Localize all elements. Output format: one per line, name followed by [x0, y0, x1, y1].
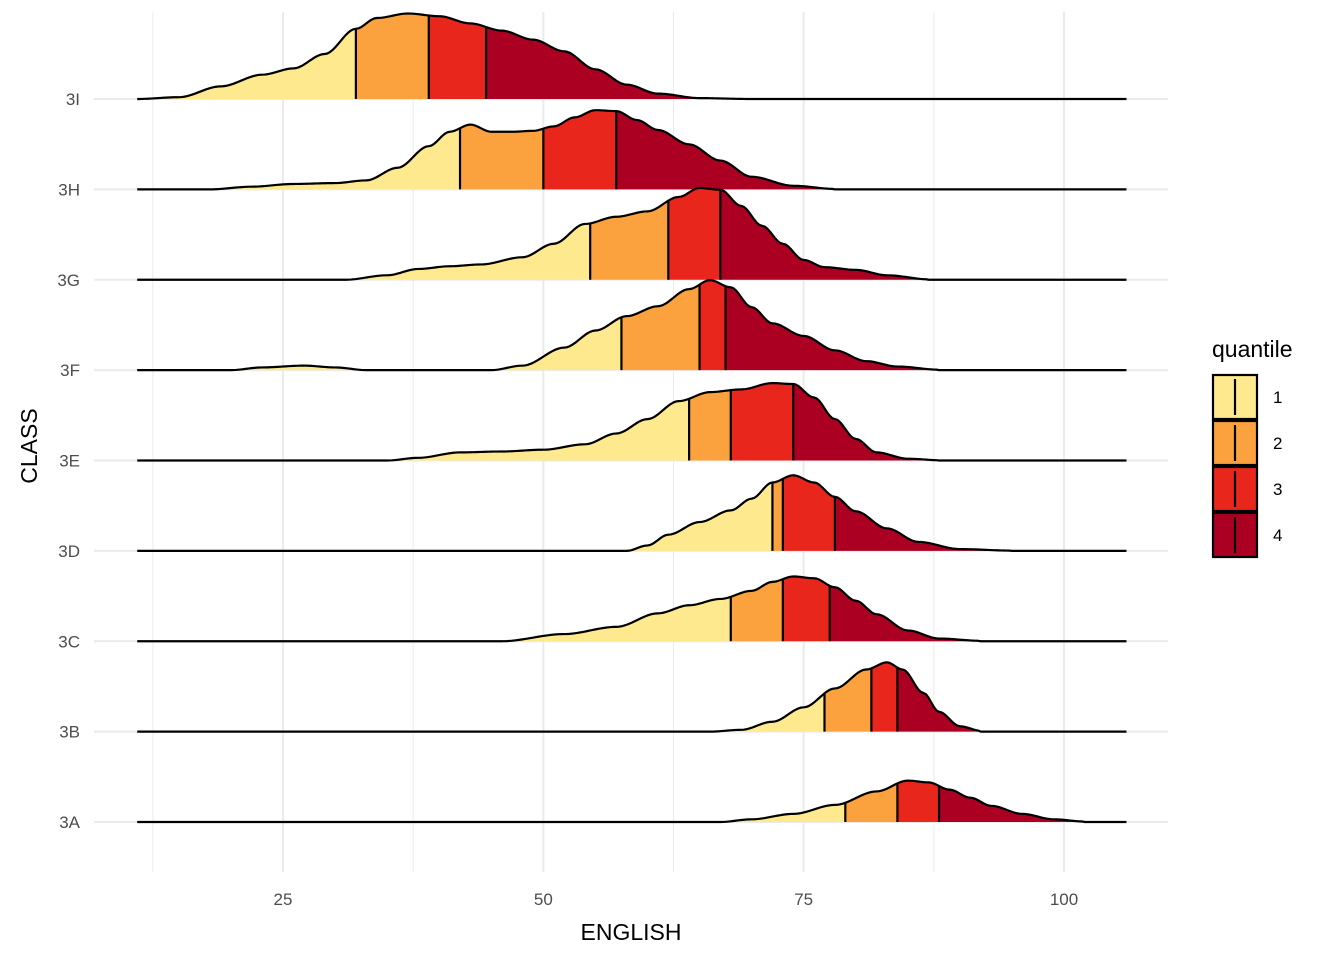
ridge-3D-q4-area: [834, 496, 1127, 551]
ridge-3F: [137, 279, 1127, 372]
axis-layer: 3A 3B 3C 3D 3E 3F 3G 3H 3I 25 50 75 100: [57, 90, 1078, 909]
y-tick-label: 3E: [59, 452, 80, 471]
x-tick-label: 50: [534, 890, 553, 909]
ridge-3C-q2-area: [730, 579, 783, 642]
ridge-3B: [137, 661, 1127, 733]
legend-label: 2: [1273, 434, 1282, 453]
ridge-3D-q2-area: [772, 478, 783, 551]
legend-key-1: 1: [1211, 373, 1282, 421]
ridge-3A: [137, 779, 1127, 824]
ridge-3D-q3-area: [782, 475, 835, 551]
ridge-layer: [137, 12, 1127, 824]
ridge-3C-q1-area: [137, 596, 731, 642]
y-tick-label: 3A: [59, 813, 80, 832]
ridge-3G: [137, 186, 1127, 281]
y-tick-label: 3F: [60, 361, 80, 380]
ridge-3F-outline: [137, 279, 1127, 372]
ridge-3F-q2-area: [621, 284, 700, 371]
ridge-3I-q4-area: [486, 27, 1127, 99]
legend-key-3: 3: [1211, 465, 1282, 513]
ridge-3E-q1-area: [137, 398, 690, 461]
ridge-3I-outline: [137, 12, 1127, 101]
legend-title: quantile: [1212, 336, 1293, 362]
y-tick-label: 3C: [58, 632, 80, 651]
ridge-3I-q3-area: [428, 15, 487, 99]
ridge-3B-outline: [137, 661, 1127, 733]
ridge-3D-outline: [137, 474, 1127, 552]
ridge-3B-q4-area: [897, 667, 1127, 732]
legend: quantile 1 2 3 4: [1211, 336, 1293, 559]
ridge-3G-q1-area: [137, 223, 591, 280]
ridge-3G-q4-area: [720, 189, 1127, 280]
ridge-3D: [137, 474, 1127, 552]
ridge-3C-q3-area: [782, 576, 830, 642]
x-tick-label: 25: [274, 890, 293, 909]
ridge-3I-q1-area: [137, 28, 356, 99]
ridge-3C-q4-area: [829, 585, 1127, 642]
ridge-3H: [137, 109, 1127, 191]
ridge-3C-outline: [137, 575, 1127, 643]
x-axis-title: ENGLISH: [581, 919, 682, 945]
ridge-3A-q4-area: [939, 786, 1127, 822]
ridge-3I-q2-area: [355, 13, 429, 99]
y-tick-label: 3D: [58, 542, 80, 561]
ridge-3F-q3-area: [699, 280, 726, 371]
ridge-3E-q2-area: [689, 390, 731, 461]
ridge-3H-q1-area: [137, 128, 461, 190]
ridge-3G-q3-area: [668, 187, 721, 280]
ridge-3D-q1-area: [137, 482, 773, 551]
ridge-3E-q4-area: [793, 384, 1127, 461]
ridge-3H-q2-area: [460, 124, 544, 190]
ridge-3F-q1-area: [137, 317, 622, 371]
y-axis-title: CLASS: [16, 408, 42, 483]
ridge-3B-q2-area: [824, 668, 872, 732]
ridge-3G-outline: [137, 186, 1127, 281]
ridge-3E-q3-area: [730, 383, 794, 461]
ridge-3B-q3-area: [871, 662, 898, 732]
ridge-3H-q3-area: [543, 110, 617, 190]
legend-key-4: 4: [1211, 511, 1282, 559]
y-tick-label: 3G: [57, 271, 80, 290]
ridge-3F-q4-area: [725, 286, 1127, 371]
ridge-3H-outline: [137, 109, 1127, 191]
ridge-3E: [137, 382, 1127, 462]
y-tick-label: 3H: [58, 180, 80, 199]
y-tick-label: 3I: [66, 90, 80, 109]
ridge-3C: [137, 575, 1127, 643]
legend-label: 3: [1273, 480, 1282, 499]
ridge-3B-q1-area: [137, 693, 825, 732]
ridge-3A-outline: [137, 779, 1127, 824]
x-tick-label: 100: [1050, 890, 1078, 909]
ridge-3H-q4-area: [616, 111, 1127, 190]
x-tick-label: 75: [794, 890, 813, 909]
ridge-3A-q3-area: [897, 780, 940, 822]
y-tick-label: 3B: [59, 723, 80, 742]
legend-label: 4: [1273, 526, 1282, 545]
ridge-3A-q2-area: [845, 783, 898, 822]
legend-key-2: 2: [1211, 419, 1282, 467]
ridge-3E-outline: [137, 382, 1127, 462]
ridge-3A-q1-area: [137, 802, 846, 822]
ridge-3I: [137, 12, 1127, 101]
ridge-3G-q2-area: [590, 200, 669, 280]
legend-label: 1: [1273, 388, 1282, 407]
